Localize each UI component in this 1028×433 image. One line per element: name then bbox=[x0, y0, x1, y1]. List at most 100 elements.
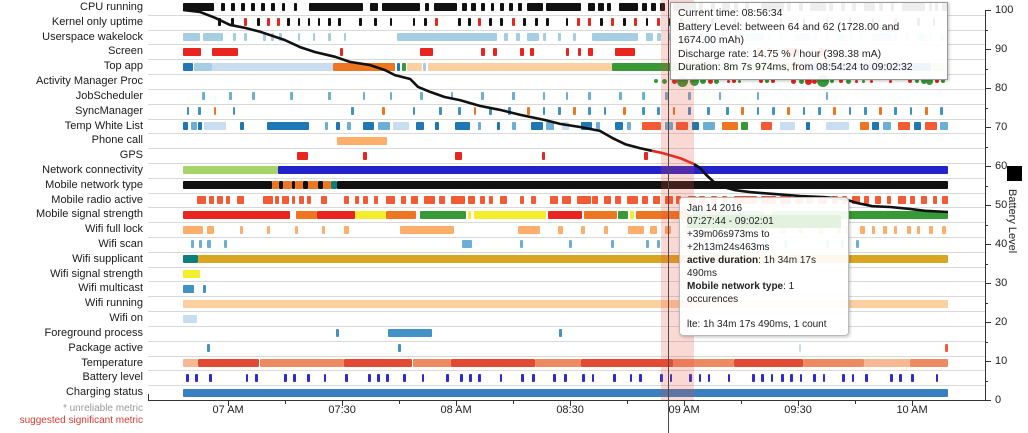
timeline-segment[interactable] bbox=[420, 210, 467, 219]
timeline-segment[interactable] bbox=[296, 151, 308, 160]
timeline-segment[interactable] bbox=[531, 121, 543, 130]
timeline-segment[interactable] bbox=[389, 18, 393, 27]
timeline-segment[interactable] bbox=[468, 18, 472, 27]
timeline-segment[interactable] bbox=[423, 195, 436, 204]
timeline-segment[interactable] bbox=[199, 240, 203, 249]
timeline-segment[interactable] bbox=[722, 121, 738, 130]
timeline-segment[interactable] bbox=[320, 195, 327, 204]
timeline-segment[interactable] bbox=[343, 225, 349, 234]
timeline-segment[interactable] bbox=[642, 92, 645, 101]
timeline-segment[interactable] bbox=[397, 33, 497, 42]
timeline-row-wifi-multicast[interactable] bbox=[183, 281, 948, 296]
timeline-segment[interactable] bbox=[257, 18, 260, 27]
timeline-segment[interactable] bbox=[412, 358, 451, 367]
timeline-segment[interactable] bbox=[489, 107, 492, 116]
timeline-segment[interactable] bbox=[860, 225, 865, 234]
timeline-segment[interactable] bbox=[362, 121, 375, 130]
timeline-segment[interactable] bbox=[865, 373, 869, 382]
timeline-segment[interactable] bbox=[550, 195, 558, 204]
timeline-segment[interactable] bbox=[619, 3, 639, 12]
timeline-segment[interactable] bbox=[240, 121, 245, 130]
timeline-segment[interactable] bbox=[450, 195, 465, 204]
timeline-segment[interactable] bbox=[741, 121, 748, 130]
timeline-segment[interactable] bbox=[825, 121, 849, 130]
timeline-row-temp-white-list[interactable] bbox=[183, 119, 948, 134]
timeline-segment[interactable] bbox=[496, 121, 501, 130]
timeline-segment[interactable] bbox=[576, 195, 591, 204]
timeline-segment[interactable] bbox=[423, 62, 427, 71]
timeline-segment[interactable] bbox=[316, 210, 356, 219]
timeline-segment[interactable] bbox=[183, 284, 194, 293]
timeline-segment[interactable] bbox=[416, 121, 424, 130]
timeline-segment[interactable] bbox=[407, 62, 423, 71]
timeline-segment[interactable] bbox=[825, 92, 829, 101]
timeline-segment[interactable] bbox=[293, 373, 296, 382]
timeline-segment[interactable] bbox=[603, 107, 607, 116]
timeline-segment[interactable] bbox=[689, 373, 693, 382]
timeline-row-phone-call[interactable] bbox=[183, 133, 948, 148]
timeline-segment[interactable] bbox=[871, 225, 875, 234]
timeline-segment[interactable] bbox=[813, 373, 817, 382]
timeline-row-wifi-signal-strength[interactable] bbox=[183, 267, 948, 282]
timeline-segment[interactable] bbox=[251, 92, 255, 101]
timeline-segment[interactable] bbox=[582, 373, 585, 382]
timeline-segment[interactable] bbox=[511, 121, 516, 130]
timeline-row-wifi-full-lock[interactable] bbox=[183, 222, 948, 237]
timeline-segment[interactable] bbox=[347, 121, 352, 130]
timeline-segment[interactable] bbox=[412, 18, 416, 27]
timeline-segment[interactable] bbox=[527, 3, 543, 12]
timeline-segment[interactable] bbox=[313, 33, 316, 42]
timeline-segment[interactable] bbox=[239, 225, 243, 234]
timeline-segment[interactable] bbox=[401, 62, 406, 71]
timeline-segment[interactable] bbox=[882, 225, 887, 234]
timeline-segment[interactable] bbox=[645, 18, 649, 27]
timeline-segment[interactable] bbox=[450, 358, 535, 367]
timeline-segment[interactable] bbox=[848, 107, 852, 116]
timeline-segment[interactable] bbox=[190, 121, 197, 130]
timeline-segment[interactable] bbox=[389, 92, 393, 101]
timeline-segment[interactable] bbox=[267, 225, 271, 234]
timeline-segment[interactable] bbox=[244, 18, 247, 27]
timeline-segment[interactable] bbox=[899, 373, 902, 382]
timeline-segment[interactable] bbox=[198, 121, 203, 130]
event-dot[interactable] bbox=[731, 79, 736, 84]
timeline-segment[interactable] bbox=[660, 3, 665, 12]
timeline-segment[interactable] bbox=[547, 210, 583, 219]
timeline-segment[interactable] bbox=[397, 62, 401, 71]
timeline-segment[interactable] bbox=[427, 62, 613, 71]
timeline-segment[interactable] bbox=[318, 181, 323, 190]
timeline-segment[interactable] bbox=[202, 33, 223, 42]
timeline-segment[interactable] bbox=[241, 3, 245, 12]
timeline-segment[interactable] bbox=[213, 107, 217, 116]
timeline-segment[interactable] bbox=[435, 121, 440, 130]
timeline-segment[interactable] bbox=[592, 195, 599, 204]
timeline-segment[interactable] bbox=[458, 18, 462, 27]
timeline-segment[interactable] bbox=[336, 136, 388, 145]
timeline-segment[interactable] bbox=[642, 107, 645, 116]
timeline-segment[interactable] bbox=[521, 373, 524, 382]
timeline-segment[interactable] bbox=[322, 225, 326, 234]
timeline-segment[interactable] bbox=[388, 329, 432, 338]
timeline-row-temperature[interactable] bbox=[183, 356, 948, 371]
timeline-segment[interactable] bbox=[698, 373, 702, 382]
event-dot[interactable] bbox=[830, 79, 835, 84]
event-dot[interactable] bbox=[915, 79, 920, 84]
timeline-segment[interactable] bbox=[546, 3, 581, 12]
timeline-segment[interactable] bbox=[190, 240, 194, 249]
timeline-segment[interactable] bbox=[282, 3, 286, 12]
timeline-segment[interactable] bbox=[381, 107, 385, 116]
timeline-segment[interactable] bbox=[489, 18, 492, 27]
timeline-segment[interactable] bbox=[669, 373, 673, 382]
timeline-segment[interactable] bbox=[657, 107, 660, 116]
timeline-segment[interactable] bbox=[576, 18, 580, 27]
timeline-segment[interactable] bbox=[802, 358, 864, 367]
timeline-segment[interactable] bbox=[546, 121, 555, 130]
timeline-segment[interactable] bbox=[531, 195, 536, 204]
timeline-segment[interactable] bbox=[644, 151, 649, 160]
timeline-segment[interactable] bbox=[492, 47, 497, 56]
timeline-segment[interactable] bbox=[499, 3, 504, 12]
timeline-segment[interactable] bbox=[291, 181, 296, 190]
timeline-segment[interactable] bbox=[362, 195, 369, 204]
timeline-segment[interactable] bbox=[297, 33, 301, 42]
timeline-segment[interactable] bbox=[588, 47, 594, 56]
